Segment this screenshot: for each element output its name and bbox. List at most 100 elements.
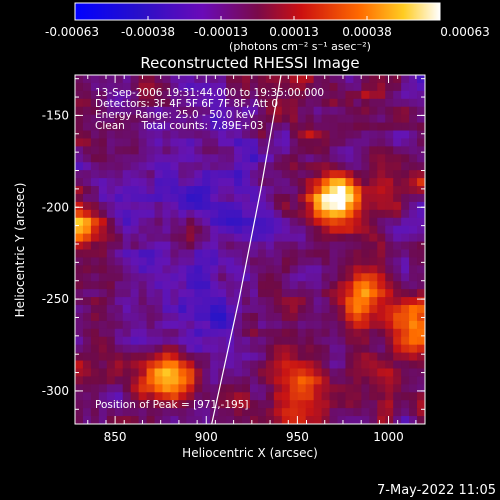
heatmap-cell [178, 376, 187, 385]
heatmap-cell [369, 130, 378, 140]
heatmap-cell [265, 233, 275, 243]
heatmap-cell [329, 312, 339, 322]
heatmap-cell [202, 162, 211, 171]
heatmap-cell [218, 138, 227, 147]
heatmap-cell [146, 352, 156, 362]
heatmap-cell [170, 162, 179, 171]
heatmap-cell [385, 241, 394, 251]
heatmap-cell [186, 352, 195, 362]
heatmap-cell [226, 209, 235, 219]
heatmap-cell [82, 170, 92, 179]
heatmap-cell [186, 98, 195, 108]
heatmap-cell [186, 122, 195, 132]
heatmap-cell [289, 114, 299, 124]
heatmap-cell [361, 114, 370, 124]
heatmap-cell [75, 75, 84, 84]
heatmap-cell [329, 186, 339, 195]
heatmap-cell [257, 249, 267, 259]
heatmap-cell [226, 344, 235, 354]
heatmap-cell [178, 392, 187, 401]
heatmap-cell [146, 305, 156, 314]
heatmap-cell [114, 408, 124, 417]
heatmap-cell [130, 312, 140, 322]
heatmap-cell [154, 273, 164, 282]
chart-title: Reconstructed RHESSI Image [140, 54, 359, 72]
heatmap-cell [138, 336, 148, 346]
heatmap-cell [154, 233, 164, 243]
heatmap-cell [337, 241, 347, 251]
heatmap-cell [401, 408, 410, 417]
heatmap-cell [250, 241, 259, 251]
heatmap-cell [226, 138, 235, 147]
heatmap-cell [154, 249, 164, 259]
heatmap-cell [289, 75, 299, 84]
heatmap-cell [377, 344, 386, 354]
heatmap-cell [377, 154, 386, 163]
heatmap-cell [186, 320, 195, 330]
heatmap-cell [210, 281, 219, 290]
heatmap-cell [122, 257, 132, 266]
heatmap-cell [417, 178, 425, 187]
heatmap-cell [82, 376, 92, 385]
heatmap-cell [202, 209, 211, 219]
heatmap-cell [409, 408, 418, 417]
heatmap-cell [417, 233, 425, 243]
heatmap-cell [281, 392, 291, 401]
heatmap-cell [377, 201, 386, 211]
heatmap-cell [234, 217, 243, 227]
heatmap-cell [305, 273, 315, 282]
heatmap-cell [234, 360, 243, 370]
heatmap-cell [353, 154, 362, 163]
heatmap-cell [305, 178, 315, 187]
heatmap-cell [226, 368, 235, 378]
heatmap-cell [313, 90, 323, 100]
heatmap-cell [82, 400, 92, 409]
heatmap-cell [417, 320, 425, 330]
heatmap-cell [417, 186, 425, 195]
heatmap-cell [393, 233, 402, 243]
heatmap-cell [210, 82, 219, 92]
heatmap-cell [210, 98, 219, 108]
heatmap-cell [98, 281, 108, 290]
heatmap-cell [210, 352, 219, 362]
heatmap-cell [90, 297, 100, 306]
heatmap-cell [417, 193, 425, 203]
heatmap-cell [409, 320, 418, 330]
heatmap-cell [194, 273, 203, 282]
heatmap-cell [409, 344, 418, 354]
heatmap-cell [178, 90, 187, 100]
heatmap-cell [194, 344, 203, 354]
heatmap-cell [337, 384, 347, 393]
heatmap-cell [289, 336, 299, 346]
heatmap-cell [377, 209, 386, 219]
heatmap-cell [369, 217, 378, 227]
heatmap-cell [106, 75, 116, 84]
heatmap-cell [210, 273, 219, 282]
heatmap-cell [313, 408, 323, 417]
heatmap-cell [353, 408, 362, 417]
heatmap-cell [186, 178, 195, 187]
heatmap-cell [417, 98, 425, 108]
heatmap-cell [313, 138, 323, 147]
heatmap-cell [130, 392, 140, 401]
heatmap-cell [106, 249, 116, 259]
heatmap-cell [409, 400, 418, 409]
heatmap-cell [353, 225, 362, 235]
heatmap-cell [361, 98, 370, 108]
heatmap-cell [114, 384, 124, 393]
heatmap-cell [210, 193, 219, 203]
heatmap-cell [313, 130, 323, 140]
heatmap-cell [234, 146, 243, 155]
heatmap-cell [281, 75, 291, 84]
heatmap-cell [297, 408, 307, 417]
heatmap-cell [321, 392, 331, 401]
heatmap-cell [170, 320, 179, 330]
heatmap-cell [218, 75, 227, 84]
heatmap-cell [114, 186, 124, 195]
heatmap-cell [154, 98, 164, 108]
heatmap-cell [313, 217, 323, 227]
heatmap-cell [297, 138, 307, 147]
heatmap-cell [106, 201, 116, 211]
heatmap-cell [369, 384, 378, 393]
heatmap-cell [250, 281, 259, 290]
